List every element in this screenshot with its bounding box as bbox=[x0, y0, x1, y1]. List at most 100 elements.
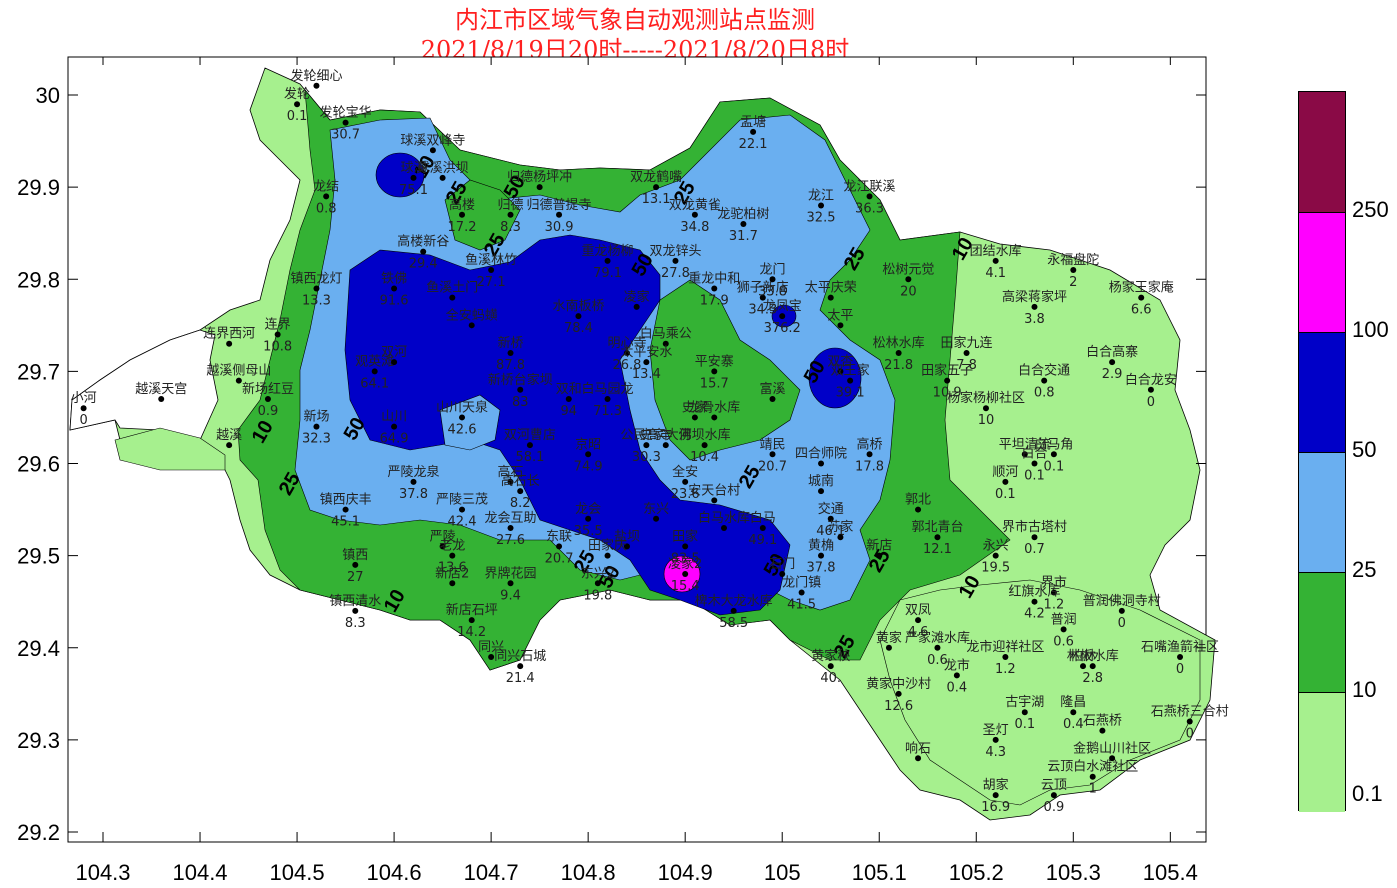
station-dot[interactable] bbox=[1041, 377, 1048, 384]
station-dot[interactable] bbox=[643, 442, 650, 449]
station-dot[interactable] bbox=[604, 552, 611, 559]
station-dot[interactable] bbox=[992, 552, 999, 559]
station-dot[interactable] bbox=[488, 653, 495, 660]
station-dot[interactable] bbox=[623, 349, 630, 356]
station-dot[interactable] bbox=[711, 414, 718, 421]
station-dot[interactable] bbox=[1050, 451, 1057, 458]
station-dot[interactable] bbox=[682, 571, 689, 578]
station-dot[interactable] bbox=[798, 589, 805, 596]
station-dot[interactable] bbox=[235, 377, 242, 384]
station-dot[interactable] bbox=[1070, 709, 1077, 716]
station-dot[interactable] bbox=[720, 524, 727, 531]
station-dot[interactable] bbox=[623, 543, 630, 550]
station-dot[interactable] bbox=[575, 313, 582, 320]
station-dot[interactable] bbox=[866, 193, 873, 200]
station-dot[interactable] bbox=[944, 377, 951, 384]
station-dot[interactable] bbox=[274, 331, 281, 338]
station-dot[interactable] bbox=[1050, 589, 1057, 596]
station-dot[interactable] bbox=[827, 663, 834, 670]
station-dot[interactable] bbox=[352, 561, 359, 568]
station-dot[interactable] bbox=[818, 202, 825, 209]
station-dot[interactable] bbox=[1186, 718, 1193, 725]
station-dot[interactable] bbox=[837, 368, 844, 375]
station-dot[interactable] bbox=[420, 248, 427, 255]
station-dot[interactable] bbox=[565, 396, 572, 403]
station-dot[interactable] bbox=[1031, 598, 1038, 605]
station-dot[interactable] bbox=[449, 294, 456, 301]
station-dot[interactable] bbox=[468, 322, 475, 329]
station-dot[interactable] bbox=[662, 340, 669, 347]
station-dot[interactable] bbox=[905, 276, 912, 283]
station-dot[interactable] bbox=[226, 442, 233, 449]
station-dot[interactable] bbox=[818, 488, 825, 495]
station-dot[interactable] bbox=[818, 460, 825, 467]
station-dot[interactable] bbox=[517, 663, 524, 670]
station-dot[interactable] bbox=[934, 534, 941, 541]
station-dot[interactable] bbox=[585, 451, 592, 458]
station-dot[interactable] bbox=[371, 368, 378, 375]
station-dot[interactable] bbox=[963, 349, 970, 356]
station-dot[interactable] bbox=[837, 322, 844, 329]
station-dot[interactable] bbox=[1002, 478, 1009, 485]
station-dot[interactable] bbox=[711, 497, 718, 504]
station-dot[interactable] bbox=[1021, 709, 1028, 716]
station-dot[interactable] bbox=[1138, 294, 1145, 301]
station-dot[interactable] bbox=[459, 506, 466, 513]
station-dot[interactable] bbox=[643, 359, 650, 366]
station-dot[interactable] bbox=[459, 211, 466, 218]
station-dot[interactable] bbox=[740, 220, 747, 227]
station-dot[interactable] bbox=[507, 478, 514, 485]
station-dot[interactable] bbox=[847, 377, 854, 384]
station-dot[interactable] bbox=[759, 524, 766, 531]
station-dot[interactable] bbox=[604, 396, 611, 403]
station-dot[interactable] bbox=[1021, 451, 1028, 458]
station-dot[interactable] bbox=[779, 313, 786, 320]
station-dot[interactable] bbox=[449, 580, 456, 587]
station-dot[interactable] bbox=[391, 359, 398, 366]
station-dot[interactable] bbox=[313, 423, 320, 430]
station-dot[interactable] bbox=[915, 617, 922, 624]
station-dot[interactable] bbox=[410, 478, 417, 485]
station-dot[interactable] bbox=[1109, 755, 1116, 762]
station-dot[interactable] bbox=[391, 285, 398, 292]
station-dot[interactable] bbox=[158, 396, 165, 403]
station-dot[interactable] bbox=[982, 405, 989, 412]
station-dot[interactable] bbox=[1099, 727, 1106, 734]
station-dot[interactable] bbox=[604, 257, 611, 264]
station-dot[interactable] bbox=[1031, 460, 1038, 467]
station-dot[interactable] bbox=[769, 276, 776, 283]
station-dot[interactable] bbox=[953, 672, 960, 679]
station-dot[interactable] bbox=[507, 524, 514, 531]
station-dot[interactable] bbox=[1118, 607, 1125, 614]
station-dot[interactable] bbox=[1060, 626, 1067, 633]
station-dot[interactable] bbox=[876, 552, 883, 559]
station-dot[interactable] bbox=[507, 349, 514, 356]
station-dot[interactable] bbox=[672, 257, 679, 264]
station-dot[interactable] bbox=[934, 644, 941, 651]
station-dot[interactable] bbox=[556, 543, 563, 550]
station-dot[interactable] bbox=[264, 396, 271, 403]
station-dot[interactable] bbox=[517, 386, 524, 393]
station-dot[interactable] bbox=[594, 580, 601, 587]
station-dot[interactable] bbox=[507, 211, 514, 218]
station-dot[interactable] bbox=[585, 515, 592, 522]
station-dot[interactable] bbox=[323, 193, 330, 200]
station-dot[interactable] bbox=[711, 285, 718, 292]
station-dot[interactable] bbox=[759, 294, 766, 301]
station-dot[interactable] bbox=[1070, 267, 1077, 274]
station-dot[interactable] bbox=[711, 368, 718, 375]
station-dot[interactable] bbox=[1147, 386, 1154, 393]
station-dot[interactable] bbox=[313, 82, 320, 89]
station-dot[interactable] bbox=[226, 340, 233, 347]
station-dot[interactable] bbox=[682, 478, 689, 485]
station-dot[interactable] bbox=[895, 349, 902, 356]
station-dot[interactable] bbox=[459, 414, 466, 421]
station-dot[interactable] bbox=[1031, 303, 1038, 310]
station-dot[interactable] bbox=[294, 101, 301, 108]
station-dot[interactable] bbox=[439, 174, 446, 181]
station-dot[interactable] bbox=[827, 515, 834, 522]
station-dot[interactable] bbox=[992, 792, 999, 799]
station-dot[interactable] bbox=[653, 184, 660, 191]
station-dot[interactable] bbox=[1031, 534, 1038, 541]
station-dot[interactable] bbox=[1089, 773, 1096, 780]
